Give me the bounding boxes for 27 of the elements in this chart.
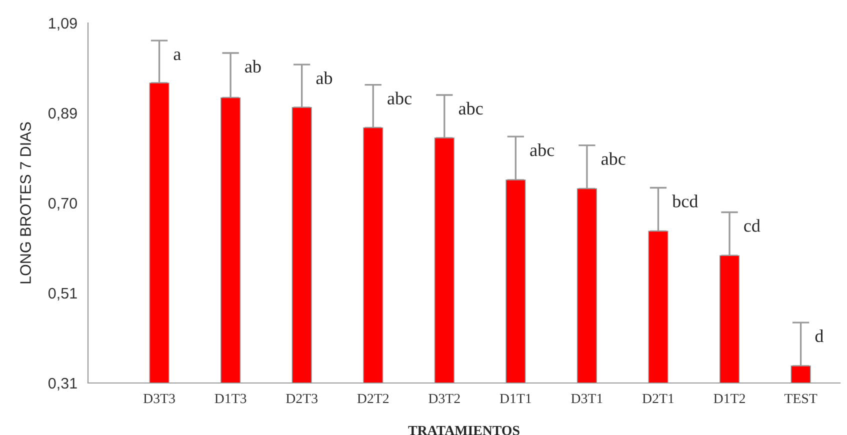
annotation: a xyxy=(174,52,181,60)
y-tick-label: 0,89 xyxy=(48,108,77,120)
annotation: bcd xyxy=(672,194,698,208)
annotation: d xyxy=(815,329,824,342)
x-tick-label: D2T3 xyxy=(286,394,318,404)
y-tick-label: 0,31 xyxy=(48,378,77,390)
x-tick-label: D2T1 xyxy=(642,394,674,404)
annotation: cd xyxy=(744,219,760,232)
y-tick-label: 0,51 xyxy=(48,288,77,300)
annotation: ab xyxy=(245,60,261,73)
x-tick-label: TEST xyxy=(784,394,818,404)
x-tick-label: D1T1 xyxy=(500,394,532,404)
annotation: abc xyxy=(530,143,554,156)
x-tick-label: D1T3 xyxy=(214,394,246,404)
annotation: abc xyxy=(458,102,483,115)
y-axis-title: LONG BROTES 7 DIAS xyxy=(20,122,31,284)
x-tick-label: D1T2 xyxy=(714,394,745,404)
y-tick-label: 0,70 xyxy=(48,198,77,210)
x-tick-label: D3T1 xyxy=(571,394,602,404)
annotation: abc xyxy=(601,152,626,165)
x-tick-label: D3T3 xyxy=(143,394,175,404)
x-tick-label: D2T2 xyxy=(357,394,389,404)
annotation: abc xyxy=(388,92,412,104)
x-axis-title: TRATAMIENTOS xyxy=(408,426,520,435)
y-tick-label: 1,09 xyxy=(49,18,77,30)
annotation: ab xyxy=(316,71,332,84)
x-tick-label: D3T2 xyxy=(428,394,460,404)
